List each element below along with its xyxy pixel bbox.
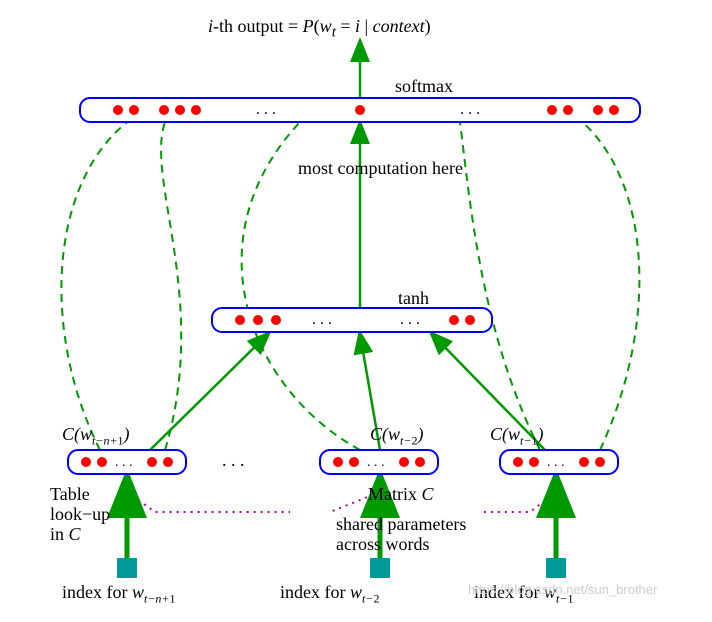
svg-text:. . .: . . .	[460, 101, 480, 118]
watermark: https://blog.csdn.net/sun_brother	[468, 582, 657, 597]
svg-text:. . .: . . .	[400, 311, 420, 328]
svg-text:. . .: . . .	[222, 450, 245, 470]
idx-label-1: index for wt−n+1	[62, 582, 176, 607]
svg-text:. . .: . . .	[367, 455, 385, 470]
svg-text:. . .: . . .	[115, 455, 133, 470]
svg-text:. . .: . . .	[547, 455, 565, 470]
c-label-1: C(wt−n+1)	[62, 424, 130, 449]
svg-text:. . .: . . .	[256, 101, 276, 118]
svg-text:. . .: . . .	[312, 311, 332, 328]
shared2-label: across words	[336, 534, 429, 555]
lookup-label: look−up	[50, 504, 110, 525]
inC-label: in C	[50, 524, 81, 545]
most-comp-label: most computation here	[298, 158, 463, 179]
table-label: Table	[50, 484, 90, 505]
tanh-label: tanh	[398, 288, 429, 309]
skip-curve-2	[161, 122, 181, 450]
index-square-3	[546, 558, 566, 578]
shared-path-1	[127, 492, 290, 512]
shared-path-3	[480, 492, 556, 512]
output-label: i-th output = P(wt = i | context)	[208, 16, 431, 42]
arrow-emb1-tanh	[150, 334, 268, 450]
shared1-label: shared parameters	[336, 514, 466, 535]
matrixC-label: Matrix C	[368, 484, 434, 505]
idx-label-2: index for wt−2	[280, 582, 379, 607]
skip-curve-4	[460, 122, 540, 450]
index-square-1	[117, 558, 137, 578]
skip-curve-1	[61, 120, 130, 450]
skip-curve-5	[580, 120, 639, 450]
c-label-3: C(wt−1)	[490, 424, 543, 449]
index-square-2	[370, 558, 390, 578]
c-label-2: C(wt−2)	[370, 424, 423, 449]
softmax-label: softmax	[395, 76, 453, 97]
